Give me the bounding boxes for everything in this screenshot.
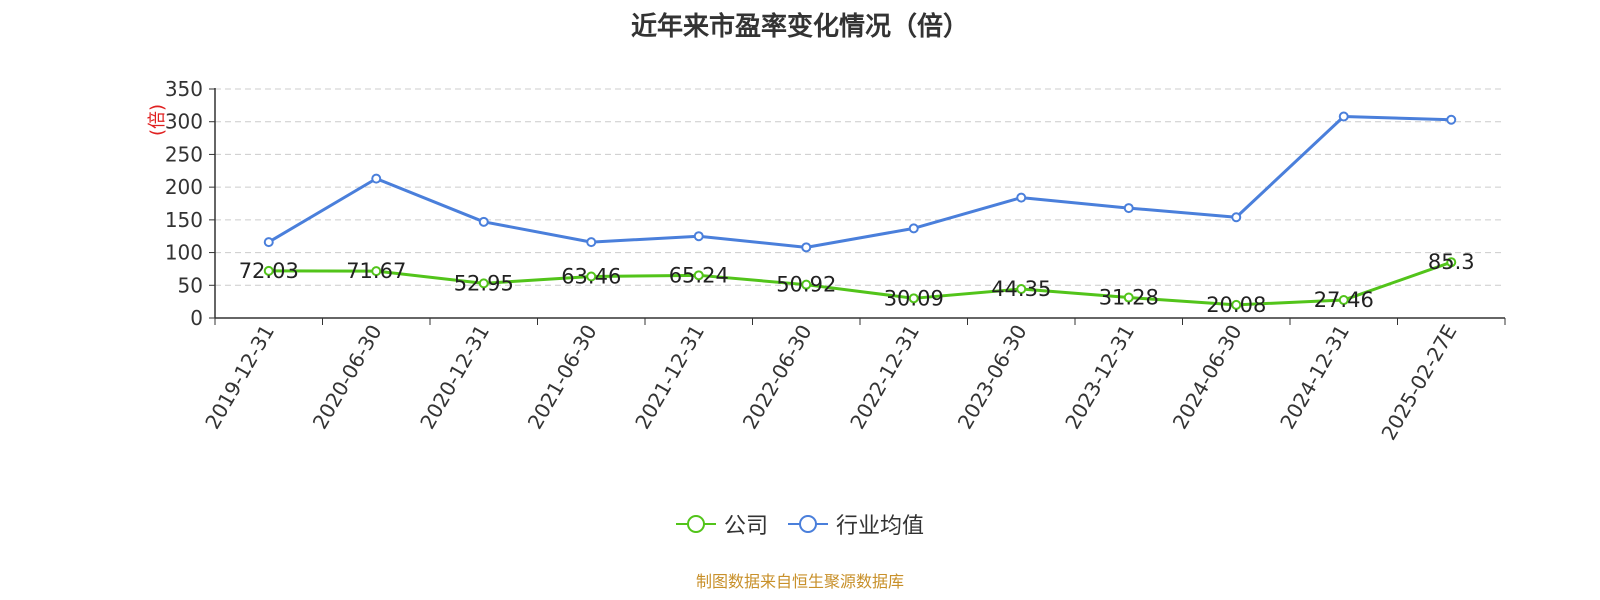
x-tick-label: 2021-12-31 [630, 321, 709, 434]
series-0-data-label: 30.09 [884, 286, 944, 310]
y-tick-label: 200 [165, 175, 203, 199]
series-0-data-label: 44.35 [991, 277, 1051, 301]
series-1-point [1231, 212, 1242, 223]
series-0-point [693, 270, 704, 281]
legend-label-industry: 行业均值 [836, 514, 925, 539]
data-labels: 72.03 71.67 52.95 63.46 65.24 50.92 30.09 44.35… [239, 250, 1475, 317]
series-0-point [908, 293, 919, 304]
series-0-point [586, 271, 597, 282]
legend-label-company: 公司 [723, 514, 768, 539]
series-1-point [263, 237, 274, 248]
grid-lines [215, 88, 1505, 286]
series-lines [263, 111, 1457, 310]
x-tick-label: 2019-12-31 [200, 321, 279, 434]
y-tick-label: 100 [165, 241, 203, 265]
series-0-data-label: 31.28 [1099, 286, 1159, 310]
series-0-data-label: 65.24 [669, 263, 729, 287]
x-tick-label: 2021-06-30 [523, 321, 602, 434]
legend: 公司 行业均值 [0, 508, 1600, 540]
series-0-point [263, 265, 274, 276]
series-1-point [801, 242, 812, 253]
series-0-point [478, 278, 489, 289]
series-1-point [586, 237, 597, 248]
x-tick-label: 2022-06-30 [738, 321, 817, 434]
chart-title: 近年来市盈率变化情况（倍） [630, 12, 969, 42]
series-0-point [371, 266, 382, 277]
series-0-point [1446, 257, 1457, 268]
y-tick-label: 250 [165, 142, 203, 166]
y-tick-label: 50 [178, 273, 203, 297]
series-0-data-label: 63.46 [561, 264, 621, 288]
series-0-data-label: 20.08 [1206, 293, 1266, 317]
series-1-point [693, 231, 704, 242]
legend-marker-industry [788, 515, 828, 533]
y-tick-label: 350 [165, 77, 203, 101]
series-0-point [1123, 292, 1134, 303]
y-tick-label: 0 [190, 306, 203, 330]
series-0-data-label: 72.03 [239, 259, 299, 283]
series-line-1 [267, 114, 1452, 249]
series-0-data-label: 85.3 [1428, 250, 1475, 274]
y-tick-label: 150 [165, 208, 203, 232]
series-0-data-label: 52.95 [454, 271, 514, 295]
series-0-point [1338, 295, 1349, 306]
x-tick-label: 2025-02-27E [1376, 321, 1461, 445]
series-0-point [801, 279, 812, 290]
series-line-0 [268, 260, 1452, 307]
x-tick-label: 2023-12-31 [1060, 321, 1139, 434]
series-1-point [1123, 203, 1134, 214]
x-tick-label: 2023-06-30 [953, 321, 1032, 434]
series-0-data-label: 50.92 [776, 273, 836, 297]
y-axis-label: (倍) [147, 104, 168, 136]
series-0-data-label: 71.67 [346, 259, 406, 283]
x-tick-label: 2022-12-31 [845, 321, 924, 434]
x-tick-label: 2020-06-30 [308, 321, 387, 434]
y-tick-label: 300 [165, 110, 203, 134]
x-tick-label: 2020-12-31 [415, 321, 494, 434]
series-1-point [371, 173, 382, 184]
source-note: 制图数据来自恒生聚源数据库 [695, 572, 904, 591]
series-1-point [478, 216, 489, 227]
series-1-point [1016, 192, 1027, 203]
x-tick-label: 2024-06-30 [1168, 321, 1247, 434]
series-1-point [1338, 111, 1349, 122]
series-1-point [1446, 114, 1457, 125]
legend-item-industry[interactable]: 行业均值 [788, 508, 924, 540]
x-tick-label: 2024-12-31 [1275, 321, 1354, 434]
series-0-data-label: 27.46 [1314, 288, 1374, 312]
legend-item-company[interactable]: 公司 [675, 508, 768, 540]
series-0-point [1231, 299, 1242, 310]
legend-marker-company [675, 515, 716, 533]
series-0-point [1016, 283, 1027, 294]
series-1-point [908, 223, 919, 234]
